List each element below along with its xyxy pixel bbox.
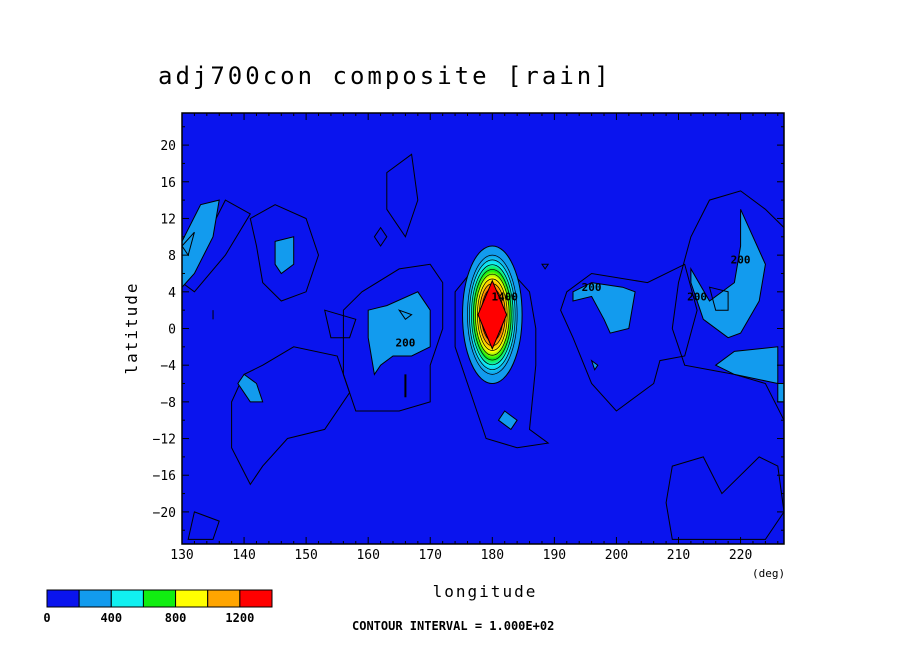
rain-patch-200 (777, 383, 784, 403)
colorbar-tick-label: 400 (100, 611, 122, 625)
contour-line-100 (373, 226, 388, 247)
contour-line-100 (671, 190, 784, 421)
contour-line-100 (386, 153, 419, 238)
core-max-1400 (477, 279, 508, 350)
contour-labels: 200 200 200 200 1400 (395, 254, 751, 350)
x-tick-label: 180 (481, 548, 504, 563)
y-tick-label: −20 (153, 506, 176, 521)
y-tick-label: 8 (168, 249, 176, 264)
x-axis: 130 140 150 160 170 180 190 200 210 220 (170, 113, 779, 563)
colorbar-tick-label: 1200 (225, 611, 254, 625)
contour-line-100 (560, 263, 698, 412)
contour-line-300 (708, 286, 729, 311)
rain-patch-200 (367, 291, 431, 376)
contour-line-100 (342, 263, 444, 412)
y-tick-label: 12 (160, 212, 176, 227)
contour-line-100 (249, 204, 320, 302)
x-tick-label: 220 (729, 548, 752, 563)
contour-line-100 (187, 511, 220, 540)
y-tick-label: 4 (168, 286, 176, 301)
contour-line-300 (182, 231, 195, 257)
contour-label: 200 (395, 336, 415, 349)
contour-line-100 (231, 346, 351, 486)
y-tick-label: 0 (168, 323, 176, 338)
colorbar-swatch (239, 589, 273, 608)
colorbar-swatch (78, 589, 112, 608)
rain-patch-200 (572, 282, 636, 334)
x-tick-label: 130 (170, 548, 193, 563)
x-axis-label: longitude (433, 582, 538, 601)
colorbar-swatch (142, 589, 177, 608)
rain-patch-200 (497, 410, 518, 431)
core-contour (477, 278, 508, 351)
rain-field (182, 153, 784, 540)
colorbar-swatch (207, 589, 241, 608)
y-tick-label: −16 (153, 469, 176, 484)
x-tick-label: 200 (605, 548, 628, 563)
rain-patch-200 (182, 199, 220, 288)
y-tick-label: 16 (160, 176, 176, 191)
rain-patch-200 (690, 209, 766, 339)
x-tick-label: 170 (419, 548, 442, 563)
contour-label: 1400 (491, 290, 518, 303)
colorbar-swatch (175, 589, 209, 608)
core-contour (469, 259, 516, 370)
contour-line-100 (324, 309, 357, 339)
core-contour (467, 254, 518, 375)
colorbar-swatch (46, 589, 80, 608)
y-axis-label: latitude (122, 281, 141, 374)
y-tick-label: −8 (160, 396, 176, 411)
x-axis-unit: (deg) (752, 567, 785, 580)
contour-label: 200 (731, 254, 751, 267)
x-tick-label: 150 (294, 548, 317, 563)
colorbar-tick-label: 800 (165, 611, 187, 625)
rain-patch-200 (590, 359, 599, 371)
contour-line-300 (397, 309, 413, 321)
x-tick-label: 160 (356, 548, 379, 563)
chart-title: adj700con composite [rain] (158, 62, 612, 90)
contour-line-100 (665, 456, 784, 540)
x-tick-label: 140 (232, 548, 255, 563)
x-tick-label: 190 (543, 548, 566, 563)
contour-label: 200 (687, 290, 707, 303)
rain-patch-200 (274, 236, 295, 275)
y-tick-label: −4 (160, 359, 176, 374)
core-contour (473, 269, 512, 361)
colorbar: 0 400 800 1200 (43, 589, 273, 625)
y-axis: 20 16 12 8 4 0 −4 −8 −12 −16 −20 (153, 126, 784, 531)
y-tick-label: −12 (153, 433, 176, 448)
core-contour (471, 264, 514, 366)
x-tick-label: 210 (667, 548, 690, 563)
rain-patch-200 (237, 373, 264, 403)
contour-line-100 (541, 263, 550, 270)
colorbar-swatch (110, 589, 144, 608)
contour-interval-text: CONTOUR INTERVAL = 1.000E+02 (352, 619, 554, 633)
contour-label: 200 (582, 281, 602, 294)
colorbar-tick-label: 0 (43, 611, 50, 625)
y-tick-label: 20 (160, 139, 176, 154)
core-contour (475, 273, 510, 356)
